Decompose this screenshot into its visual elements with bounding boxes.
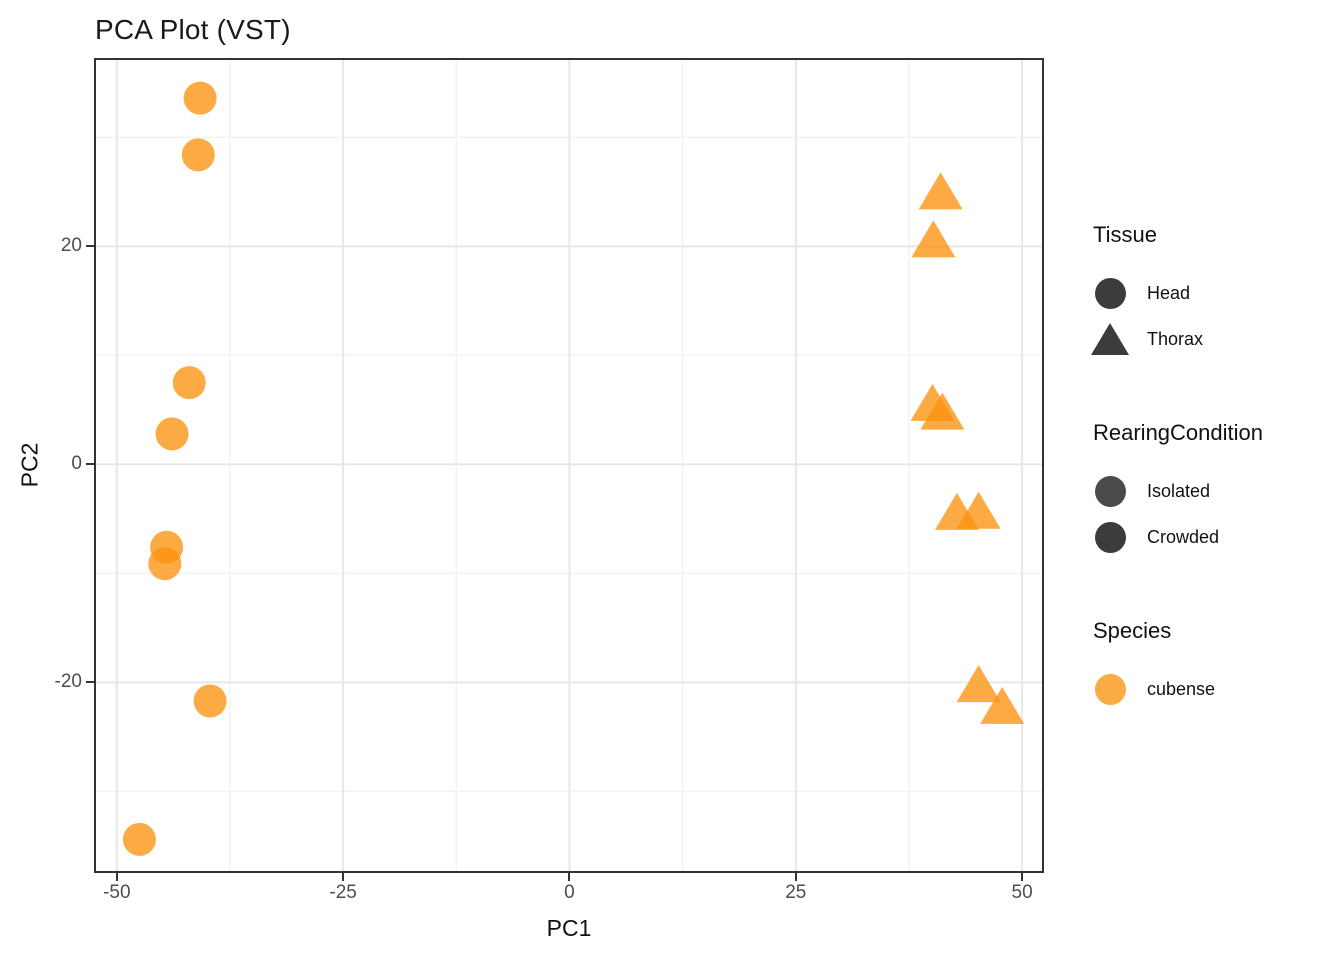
legend-item-isolated: Isolated xyxy=(1093,468,1333,514)
legend-group-rearingcondition: RearingCondition Isolated Crowded xyxy=(1093,420,1333,560)
x-tick-mark xyxy=(794,873,797,881)
y-tick-mark xyxy=(86,681,94,684)
thorax-data-point xyxy=(918,172,963,210)
circle-glyph xyxy=(1094,277,1126,309)
x-axis-title: PC1 xyxy=(546,915,592,941)
head-data-point xyxy=(172,366,206,400)
thorax-data-point xyxy=(980,686,1025,724)
circle-icon xyxy=(1093,673,1127,705)
x-tick-label: 50 xyxy=(1011,882,1033,903)
head-data-point xyxy=(155,417,189,451)
legend-label: Head xyxy=(1147,282,1191,303)
circle-glyph xyxy=(1094,673,1126,705)
circle-glyph xyxy=(1094,521,1126,553)
legend-item-thorax: Thorax xyxy=(1091,316,1333,362)
circle-glyph xyxy=(1094,475,1126,507)
plot-panel xyxy=(94,58,1044,873)
circle-icon xyxy=(1093,277,1127,309)
head-data-point xyxy=(183,81,217,115)
plot-title: PCA Plot (VST) xyxy=(95,14,291,45)
legend-label: Thorax xyxy=(1147,328,1204,349)
x-tick-mark xyxy=(115,873,118,881)
legend-title: Species xyxy=(1093,618,1172,643)
y-tick-mark xyxy=(86,463,94,466)
legend-label: cubense xyxy=(1147,678,1216,699)
circle-icon xyxy=(1093,475,1127,507)
triangle-icon xyxy=(1091,323,1129,355)
y-tick-mark xyxy=(86,245,94,248)
y-axis-title: PC2 xyxy=(16,442,43,488)
legend-item-head: Head xyxy=(1093,270,1333,316)
thorax-data-point xyxy=(911,220,956,258)
x-tick-mark xyxy=(1021,873,1024,881)
x-tick-label: 0 xyxy=(564,882,575,903)
legend-item-crowded: Crowded xyxy=(1093,514,1333,560)
head-data-point xyxy=(122,822,156,856)
head-data-point xyxy=(181,138,215,172)
y-tick-label: -20 xyxy=(54,671,82,693)
y-tick-label: 20 xyxy=(60,235,82,257)
legend-group-species: Species cubense xyxy=(1093,618,1333,712)
x-tick-label: 25 xyxy=(785,882,807,903)
legend-title: RearingCondition xyxy=(1093,420,1263,445)
thorax-data-point xyxy=(920,392,965,430)
head-data-point xyxy=(148,547,182,581)
legend-label: Crowded xyxy=(1147,526,1220,547)
circle-icon xyxy=(1093,521,1127,553)
scatter-plot-area xyxy=(96,60,1042,871)
y-tick-label: 0 xyxy=(71,453,82,475)
thorax-data-point xyxy=(956,665,1001,703)
x-tick-mark xyxy=(342,873,345,881)
thorax-data-point xyxy=(956,491,1001,529)
x-tick-mark xyxy=(568,873,571,881)
legend-label: Isolated xyxy=(1147,480,1211,501)
legend-item-cubense: cubense xyxy=(1093,666,1333,712)
legend: Tissue Head Thorax RearingCondition Isolated… xyxy=(1091,222,1333,712)
legend-title: Tissue xyxy=(1093,222,1157,247)
head-data-point xyxy=(193,684,227,718)
legend-group-tissue: Tissue Head Thorax xyxy=(1091,222,1333,362)
x-tick-label: -50 xyxy=(103,882,131,903)
triangle-glyph xyxy=(1091,323,1129,355)
x-tick-label: -25 xyxy=(329,882,357,903)
